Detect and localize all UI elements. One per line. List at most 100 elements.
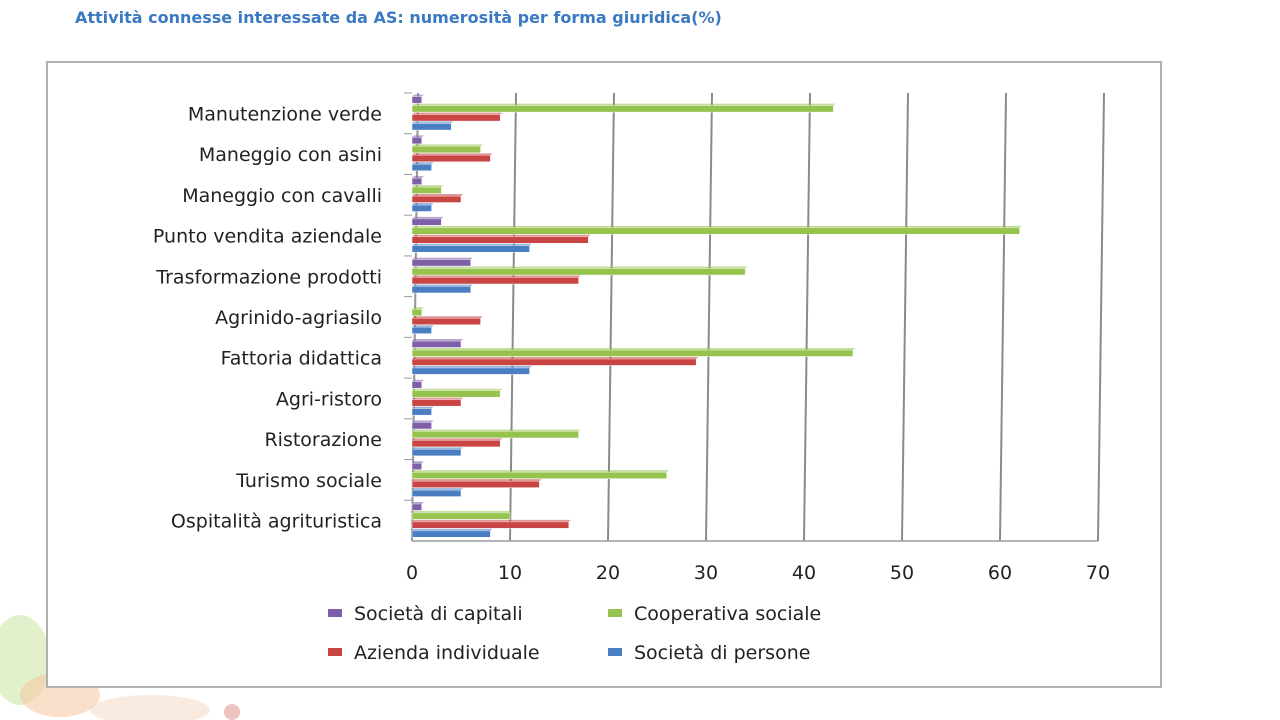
legend-label: Società di persone — [634, 642, 810, 664]
bar-top — [412, 379, 424, 382]
bar-top — [412, 257, 473, 260]
bar — [411, 245, 530, 253]
legend: Società di capitali Cooperativa sociale Az… — [328, 603, 821, 664]
bar-top — [412, 216, 444, 219]
bar — [411, 326, 432, 334]
bar-top — [412, 234, 591, 237]
bar-top — [412, 112, 503, 115]
bar-top — [412, 176, 424, 179]
bar-top — [412, 461, 424, 464]
bar-top — [412, 429, 581, 432]
bar — [411, 358, 697, 366]
bar — [411, 449, 462, 457]
bar — [411, 195, 462, 203]
bar-top — [412, 203, 434, 206]
bar-top — [412, 243, 532, 246]
x-tick-label: 50 — [890, 562, 914, 584]
gridline — [901, 92, 909, 542]
category-label: Maneggio con cavalli — [182, 185, 382, 207]
x-tick-label: 0 — [406, 562, 418, 584]
bar — [411, 489, 462, 497]
bar-top — [412, 284, 473, 287]
plot-area: Manutenzione verde Maneggio con asini Mane… — [153, 92, 1110, 584]
bar — [411, 349, 854, 357]
gridline — [509, 92, 517, 542]
bar-top — [412, 501, 424, 504]
bar-top — [412, 135, 424, 138]
bar-top — [412, 406, 434, 409]
category-label: Trasformazione prodotti — [155, 266, 382, 288]
bar-top — [412, 479, 542, 482]
bar-top — [412, 162, 434, 165]
bar — [411, 105, 834, 113]
bar-top — [412, 356, 699, 359]
bar-top — [412, 488, 463, 491]
bar — [411, 440, 501, 448]
category-label: Turismo sociale — [235, 470, 382, 492]
legend-label: Società di capitali — [354, 603, 523, 625]
bar-top — [412, 194, 463, 197]
bar — [411, 96, 423, 104]
bar-top — [412, 519, 571, 522]
x-tick-label: 20 — [596, 562, 620, 584]
x-tick-label: 60 — [988, 562, 1012, 584]
bar-top — [412, 420, 434, 423]
category-label: Ristorazione — [264, 429, 382, 451]
bar-top — [412, 144, 483, 147]
category-label: Agri-ristoro — [276, 388, 382, 410]
bar — [411, 480, 540, 488]
gridline — [1097, 92, 1105, 542]
bar — [411, 471, 668, 479]
legend-swatch — [608, 648, 622, 656]
bar — [411, 530, 491, 538]
bar — [411, 186, 442, 194]
legend-swatch — [328, 648, 342, 656]
bar-top — [412, 447, 463, 450]
bar-top — [412, 510, 512, 513]
bar-top — [412, 528, 493, 531]
bar — [411, 204, 432, 212]
bar — [411, 390, 501, 398]
bar — [411, 227, 1020, 235]
x-tick-label: 70 — [1086, 562, 1110, 584]
bar — [411, 164, 432, 172]
bar — [411, 340, 462, 348]
page-title: Attività connesse interessate da AS: num… — [75, 8, 722, 27]
bar — [411, 431, 579, 439]
bar — [411, 399, 462, 407]
bar — [411, 218, 442, 226]
bar-top — [412, 388, 503, 391]
gridline — [999, 92, 1007, 542]
bar — [411, 462, 423, 470]
category-label: Punto vendita aziendale — [153, 226, 382, 248]
bar-top — [412, 307, 424, 310]
legend-swatch — [608, 609, 622, 617]
category-label: Fattoria didattica — [221, 348, 382, 370]
bar — [411, 317, 481, 325]
x-tick-label: 40 — [792, 562, 816, 584]
bar — [411, 422, 432, 430]
bar — [411, 503, 423, 511]
bar-top — [412, 438, 503, 441]
chart-frame: Manutenzione verde Maneggio con asini Mane… — [46, 61, 1162, 688]
bar — [411, 286, 472, 294]
bar-top — [412, 347, 855, 350]
category-label: Maneggio con asini — [199, 144, 382, 166]
bar-top — [412, 121, 454, 124]
gridline — [607, 92, 615, 542]
bar — [411, 367, 530, 375]
bar-top — [412, 185, 444, 188]
category-label: Agrinido-agriasilo — [215, 307, 382, 329]
bar — [411, 268, 746, 276]
x-tick-label: 10 — [498, 562, 522, 584]
bar — [411, 114, 501, 122]
bar — [411, 521, 570, 529]
gridline — [803, 92, 811, 542]
bar-top — [412, 266, 748, 269]
bar-top — [412, 103, 836, 106]
bar — [411, 259, 472, 267]
gridline — [705, 92, 713, 542]
bar-top — [412, 325, 434, 328]
category-label: Manutenzione verde — [188, 103, 382, 125]
bar-top — [412, 397, 463, 400]
